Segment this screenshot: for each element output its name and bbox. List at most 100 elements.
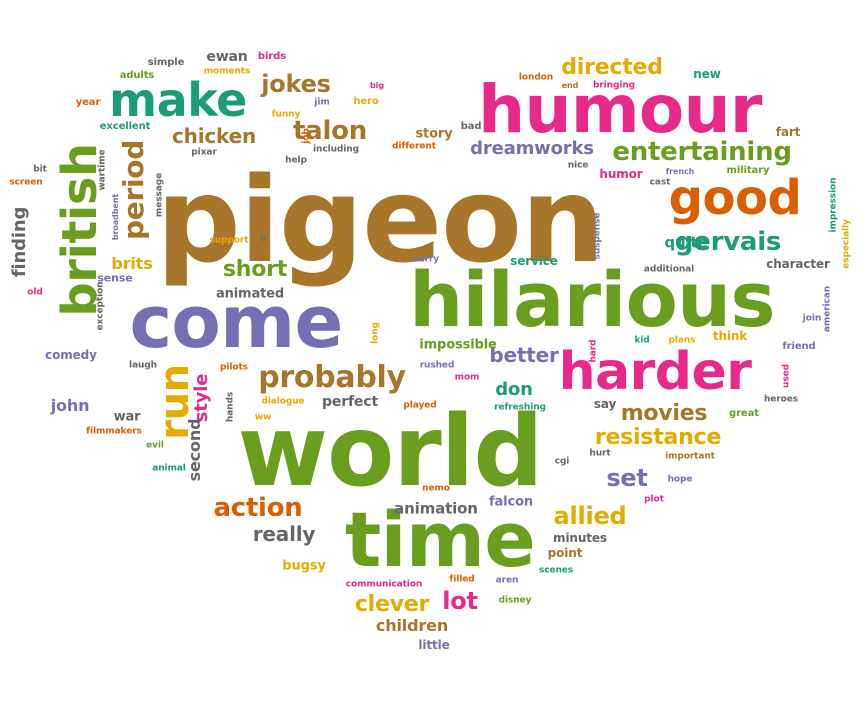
cloud-word-cgi: cgi — [554, 456, 570, 467]
cloud-word-mom: mom — [454, 372, 480, 383]
cloud-word-world: world — [237, 395, 543, 509]
cloud-word-refreshing: refreshing — [494, 402, 546, 413]
cloud-word-nice: nice — [567, 160, 589, 171]
cloud-word-quite: quite — [664, 233, 708, 252]
cloud-word-children: children — [375, 616, 449, 635]
cloud-word-exception: exception — [95, 281, 106, 331]
cloud-word-important: important — [665, 451, 715, 462]
cloud-word-additional: additional — [643, 264, 695, 275]
cloud-word-aren: aren — [495, 575, 519, 586]
cloud-word-end: end — [561, 81, 579, 90]
cloud-word-ewan: ewan — [206, 49, 248, 65]
cloud-word-chicken: chicken — [172, 124, 256, 148]
cloud-word-hurt: hurt — [589, 448, 611, 459]
cloud-word-rushed: rushed — [419, 360, 455, 371]
cloud-word-pilots: pilots — [220, 362, 248, 373]
cloud-word-used: used — [781, 364, 792, 388]
cloud-word-dialogue: dialogue — [261, 396, 305, 407]
cloud-word-talon: talon — [293, 116, 367, 146]
cloud-word-time: time — [344, 495, 536, 584]
cloud-word-little: little — [418, 638, 450, 652]
cloud-word-great: great — [729, 408, 759, 419]
cloud-word-nemo: nemo — [422, 483, 450, 494]
cloud-word-style: style — [191, 373, 212, 423]
cloud-word-curry: curry — [412, 254, 440, 265]
cloud-word-action: action — [213, 493, 303, 523]
cloud-word-point: point — [547, 546, 583, 560]
cloud-word-laugh: laugh — [129, 360, 157, 371]
cloud-word-different: different — [392, 141, 436, 152]
cloud-word-impression: impression — [828, 177, 839, 233]
cloud-word-short: short — [222, 257, 288, 282]
cloud-word-minutes: minutes — [553, 531, 607, 545]
cloud-word-military: military — [726, 165, 770, 176]
cloud-word-jokes: jokes — [261, 70, 331, 98]
cloud-word-fart: fart — [775, 125, 801, 139]
cloud-word-plans: plans — [668, 335, 696, 346]
cloud-word-lot: lot — [442, 587, 478, 615]
cloud-word-evil: evil — [146, 440, 164, 451]
cloud-word-falcon: falcon — [489, 494, 533, 510]
cloud-word-long: long — [370, 322, 381, 344]
cloud-word-say: say — [593, 397, 617, 411]
cloud-word-simple: simple — [147, 57, 185, 68]
cloud-word-support: support — [209, 235, 249, 246]
cloud-word-animation: animation — [394, 499, 478, 518]
cloud-word-humor: humor — [599, 167, 643, 181]
cloud-word-communication: communication — [345, 579, 423, 590]
cloud-word-especially: especially — [841, 219, 852, 269]
cloud-word-war: war — [113, 409, 141, 425]
cloud-word-hard: hard — [588, 339, 599, 363]
cloud-word-probably: probably — [258, 360, 406, 395]
cloud-word-london: london — [518, 72, 554, 83]
cloud-word-animated: animated — [215, 286, 285, 302]
cloud-word-screen: screen — [9, 177, 43, 188]
cloud-word-cast: cast — [649, 177, 671, 188]
cloud-word-come: come — [129, 280, 343, 364]
cloud-word-hands: hands — [225, 391, 236, 423]
cloud-word-humour: humour — [478, 71, 762, 148]
cloud-word-really: really — [252, 522, 316, 546]
cloud-word-year: year — [75, 97, 101, 108]
cloud-word-new: new — [693, 67, 721, 81]
cloud-word-message: message — [154, 172, 165, 218]
cloud-word-sense: sense — [97, 271, 133, 285]
cloud-word-disney: disney — [498, 595, 532, 606]
cloud-word-pixar: pixar — [191, 147, 217, 158]
cloud-word-excellent: excellent — [99, 121, 151, 132]
cloud-word-bad: bad — [460, 121, 482, 132]
cloud-word-dreamworks: dreamworks — [470, 138, 594, 159]
cloud-word-think: think — [712, 329, 748, 343]
cloud-word-wartime: wartime — [97, 149, 108, 191]
cloud-word-job: job — [301, 128, 312, 144]
cloud-word-heroes: heroes — [763, 394, 799, 405]
cloud-word-harder: harder — [558, 342, 752, 402]
cloud-word-birds: birds — [257, 51, 287, 62]
cloud-word-big: big — [370, 81, 384, 90]
cloud-word-broadbent: broadbent — [111, 193, 120, 241]
cloud-word-story: story — [415, 126, 453, 142]
cloud-word-filled: filled — [449, 574, 475, 585]
cloud-word-ww: ww — [254, 412, 272, 423]
cloud-word-ii: ii — [260, 234, 266, 243]
cloud-word-entertaining: entertaining — [612, 137, 792, 167]
cloud-word-hope: hope — [667, 474, 693, 485]
cloud-word-comedy: comedy — [45, 348, 97, 362]
cloud-word-american: american — [822, 285, 833, 333]
cloud-word-allied: allied — [553, 502, 627, 530]
cloud-word-plot: plot — [644, 494, 664, 505]
cloud-word-join: join — [802, 313, 822, 324]
cloud-word-second: second — [185, 418, 204, 482]
cloud-word-clever: clever — [354, 592, 430, 617]
cloud-word-suspense: suspense — [592, 212, 603, 260]
cloud-word-hilarious: hilarious — [409, 255, 776, 344]
cloud-word-resistance: resistance — [594, 425, 722, 450]
cloud-word-gervais: gervais — [674, 227, 782, 257]
cloud-word-don: don — [495, 379, 533, 400]
cloud-word-hero: hero — [353, 96, 379, 107]
cloud-word-friend: friend — [782, 341, 816, 352]
cloud-word-funny: funny — [271, 109, 301, 120]
cloud-word-french: french — [665, 167, 695, 176]
cloud-word-animal: animal — [152, 463, 186, 474]
